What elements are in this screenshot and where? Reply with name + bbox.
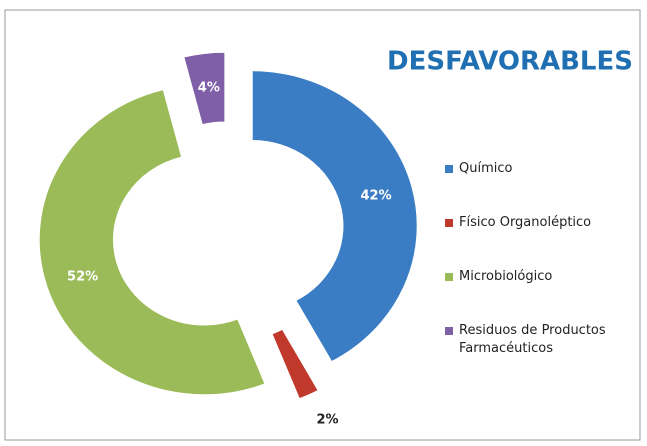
data-label: 4% — [198, 81, 220, 96]
legend-label: Microbiológico — [459, 269, 553, 284]
legend-label: Residuos de Productos Farmacéuticos — [459, 323, 606, 356]
legend-item: Microbiológico — [445, 268, 640, 286]
legend-swatch — [445, 327, 453, 335]
legend: Químico Físico Organoléptico Microbiológic… — [445, 160, 640, 394]
data-label: 42% — [361, 188, 392, 203]
legend-item: Físico Organoléptico — [445, 214, 640, 232]
data-label: 2% — [317, 413, 339, 428]
donut-segment — [38, 88, 266, 396]
legend-item: Residuos de Productos Farmacéuticos — [445, 322, 640, 358]
legend-swatch — [445, 273, 453, 281]
legend-label: Físico Organoléptico — [459, 215, 592, 230]
legend-swatch — [445, 219, 453, 227]
data-label: 52% — [67, 269, 98, 284]
donut-segment — [183, 51, 226, 126]
legend-swatch — [445, 165, 453, 173]
donut-segment — [251, 70, 418, 363]
legend-item: Químico — [445, 160, 640, 178]
legend-label: Químico — [459, 161, 513, 176]
donut-segment — [271, 328, 319, 400]
chart-title: DESFAVORABLES — [387, 47, 633, 77]
